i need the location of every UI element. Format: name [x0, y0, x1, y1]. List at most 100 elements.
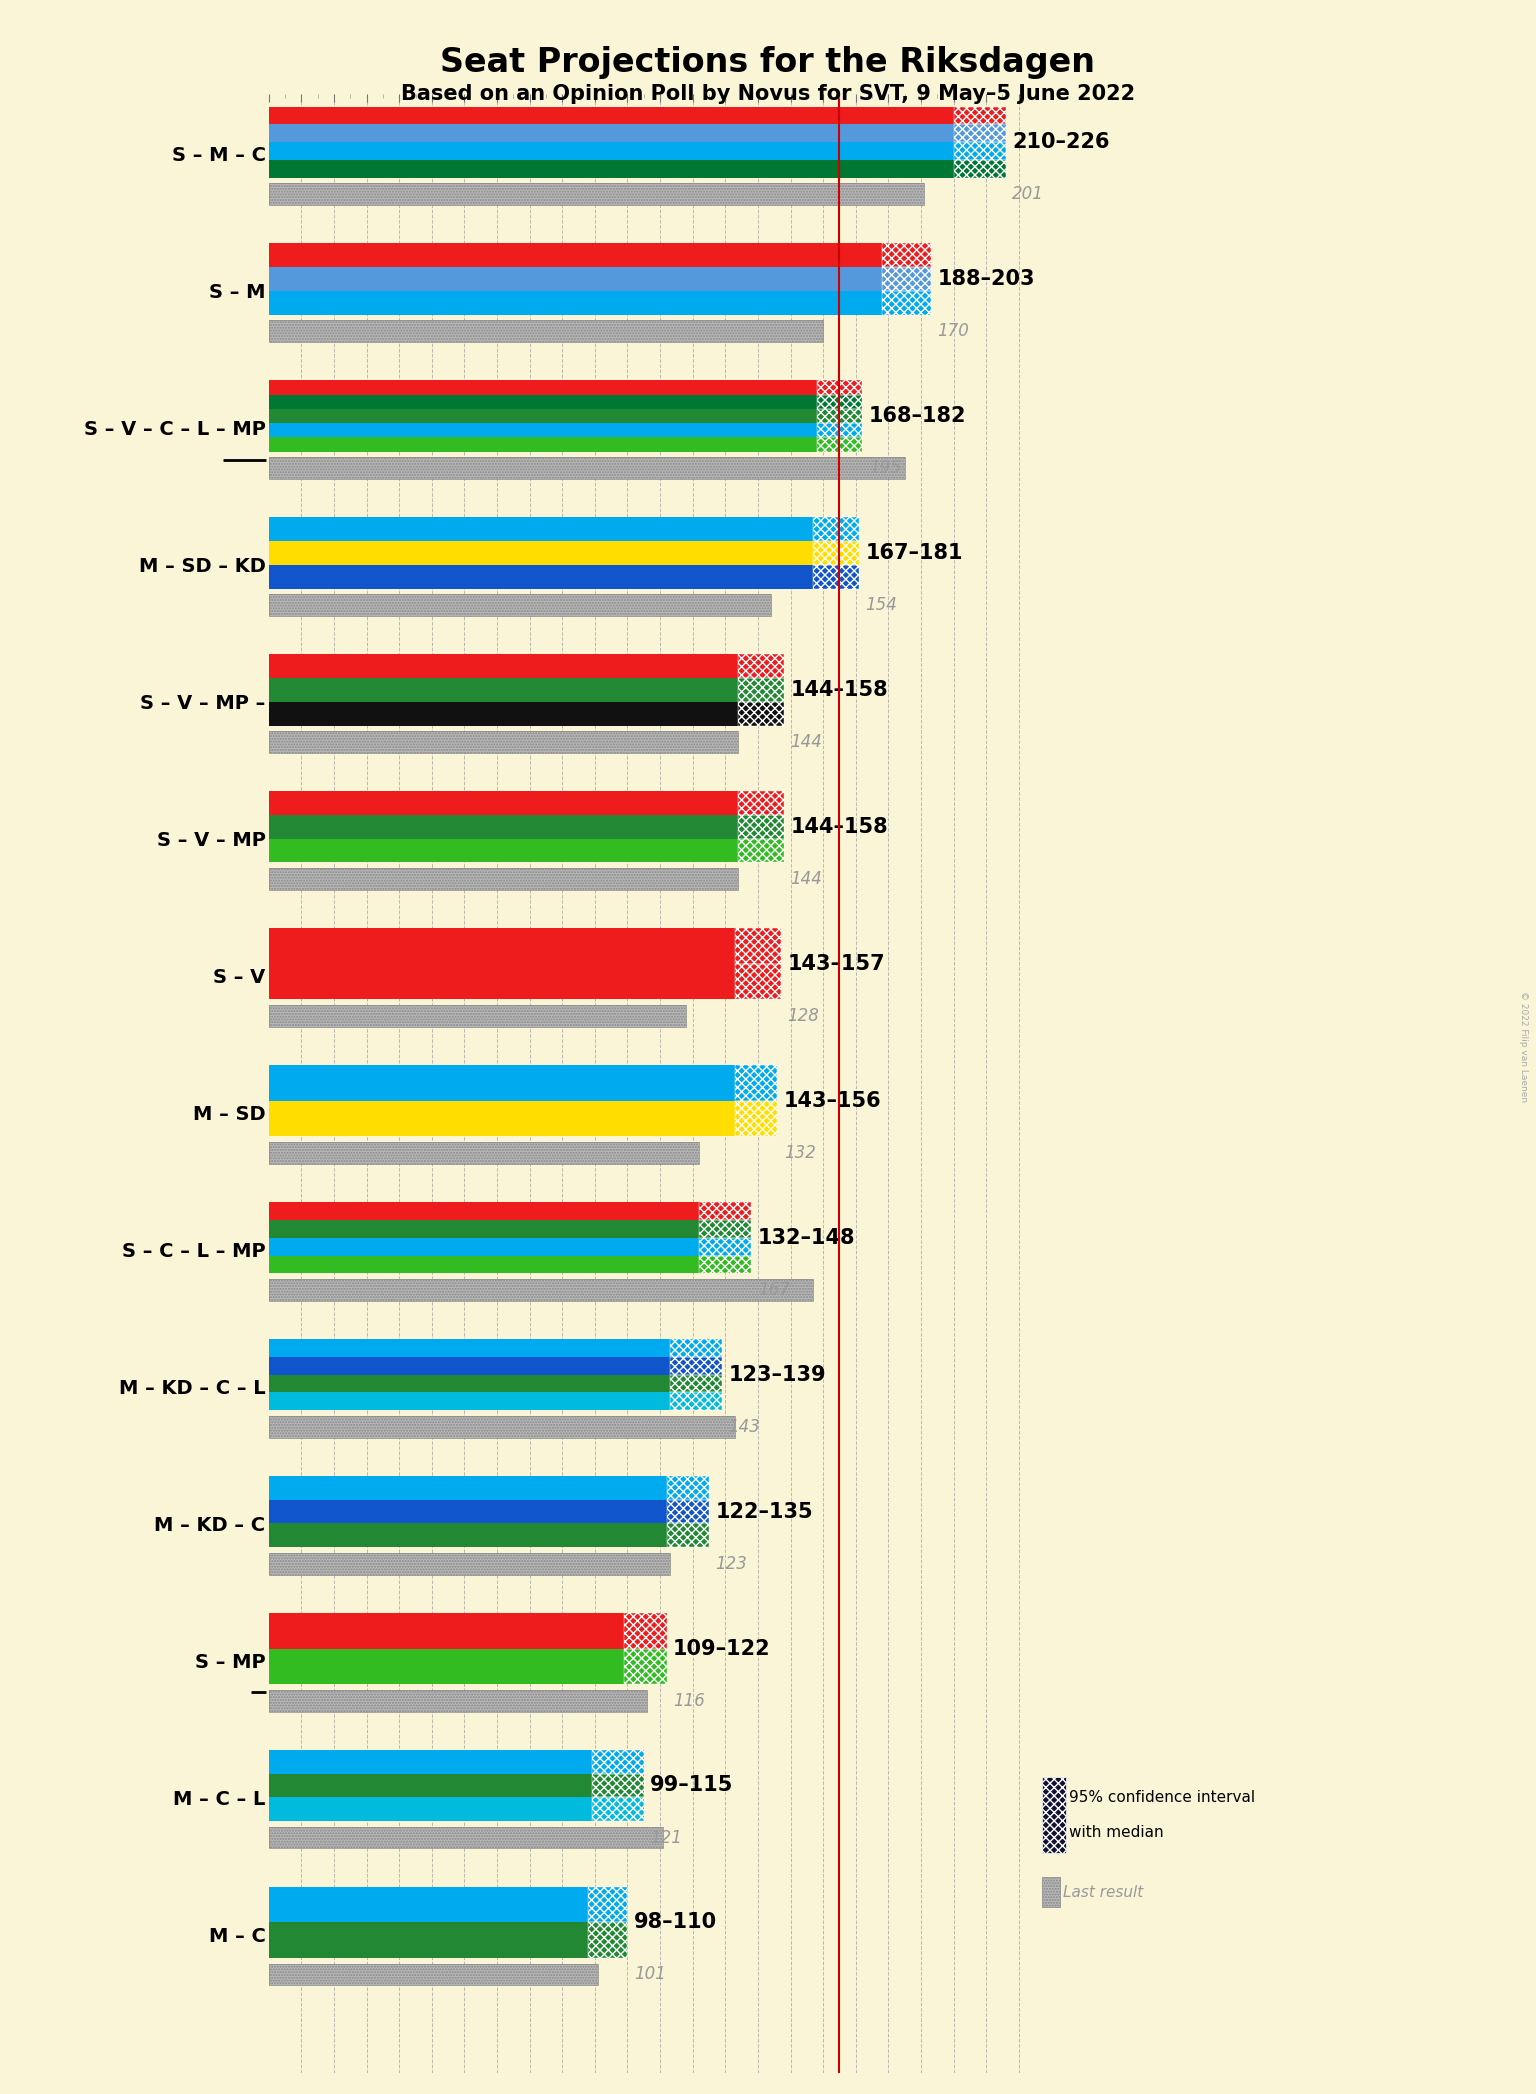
Bar	[269, 1964, 598, 1985]
Bar	[269, 540, 814, 565]
Bar	[739, 840, 783, 863]
Bar	[699, 1221, 751, 1238]
Text: 143: 143	[728, 1418, 760, 1436]
Bar	[269, 1141, 699, 1164]
Text: 109–122: 109–122	[673, 1638, 771, 1658]
Bar	[269, 678, 739, 701]
Bar	[269, 867, 739, 890]
Bar	[269, 815, 739, 840]
Text: 170: 170	[937, 322, 969, 339]
Bar	[269, 963, 736, 999]
Bar	[739, 815, 783, 840]
Bar	[269, 408, 817, 423]
Text: 188–203: 188–203	[937, 270, 1035, 289]
Text: with median: with median	[1069, 1824, 1164, 1839]
Bar	[736, 1066, 777, 1101]
Bar	[269, 1357, 670, 1374]
Bar	[591, 1751, 644, 1774]
Bar	[269, 1552, 670, 1575]
Bar	[591, 1751, 644, 1774]
Bar	[591, 1797, 644, 1822]
Bar	[699, 1238, 751, 1256]
Bar	[954, 124, 1006, 142]
Text: S – C – L – MP: S – C – L – MP	[121, 1242, 266, 1261]
Bar	[670, 1338, 722, 1357]
Bar	[591, 1797, 644, 1822]
Bar	[736, 963, 780, 999]
Bar	[269, 1374, 670, 1393]
Bar	[817, 408, 862, 423]
Bar	[269, 1066, 736, 1101]
Bar	[269, 1279, 814, 1300]
Bar	[269, 243, 882, 268]
Bar	[269, 1279, 814, 1300]
Bar	[269, 1690, 647, 1711]
Bar	[269, 1005, 687, 1026]
Bar	[954, 142, 1006, 159]
Text: © 2022 Filip van Laenen: © 2022 Filip van Laenen	[1519, 990, 1528, 1104]
Text: 95% confidence interval: 95% confidence interval	[1069, 1790, 1255, 1805]
Bar	[269, 517, 814, 540]
Bar	[269, 394, 817, 408]
Bar	[269, 1238, 699, 1256]
Bar	[814, 565, 859, 588]
Bar	[817, 381, 862, 394]
Text: 168–182: 168–182	[869, 406, 966, 425]
Bar	[882, 291, 931, 314]
Bar	[954, 142, 1006, 159]
Bar	[269, 1416, 736, 1439]
Bar	[269, 1101, 736, 1137]
Bar	[269, 1141, 699, 1164]
Bar	[269, 320, 823, 341]
Bar	[269, 142, 954, 159]
Bar	[269, 124, 954, 142]
Bar	[882, 291, 931, 314]
Text: 128: 128	[788, 1007, 819, 1024]
Bar	[269, 1202, 699, 1221]
Bar	[269, 1612, 624, 1648]
Text: 144–158: 144–158	[791, 817, 888, 838]
Text: 144: 144	[791, 869, 822, 888]
Bar	[817, 438, 862, 452]
Text: S – M: S – M	[209, 283, 266, 302]
Bar	[736, 1101, 777, 1137]
Bar	[269, 456, 905, 480]
Bar	[269, 1393, 670, 1409]
Text: 201: 201	[1012, 184, 1044, 203]
Bar	[269, 438, 817, 452]
Text: M – C – L: M – C – L	[174, 1790, 266, 1809]
Bar	[588, 1922, 628, 1958]
Bar	[739, 792, 783, 815]
Text: 167: 167	[757, 1282, 790, 1298]
Bar	[882, 268, 931, 291]
Text: M – SD – KD: M – SD – KD	[138, 557, 266, 576]
Bar	[269, 1005, 687, 1026]
Bar	[269, 1774, 591, 1797]
Bar	[736, 1101, 777, 1137]
Text: S – M – C: S – M – C	[172, 147, 266, 165]
Bar	[269, 320, 823, 341]
Bar	[736, 928, 780, 963]
Bar	[699, 1256, 751, 1273]
Bar	[882, 268, 931, 291]
Bar	[739, 792, 783, 815]
Bar	[588, 1887, 628, 1922]
Text: 144: 144	[791, 733, 822, 752]
Bar	[954, 124, 1006, 142]
Bar	[269, 1887, 588, 1922]
Bar	[699, 1202, 751, 1221]
Text: Seat Projections for the Riksdagen: Seat Projections for the Riksdagen	[441, 46, 1095, 80]
Bar	[1041, 1876, 1060, 1908]
Bar	[269, 1690, 647, 1711]
Text: 98–110: 98–110	[634, 1912, 717, 1933]
Text: 122–135: 122–135	[716, 1501, 813, 1522]
Text: 210–226: 210–226	[1012, 132, 1109, 153]
Bar	[817, 381, 862, 394]
Bar	[269, 792, 739, 815]
Bar	[269, 1751, 591, 1774]
Bar	[739, 701, 783, 725]
Text: M – SD: M – SD	[194, 1106, 266, 1124]
Bar	[670, 1357, 722, 1374]
Bar	[624, 1648, 667, 1684]
Text: 195: 195	[869, 459, 900, 477]
